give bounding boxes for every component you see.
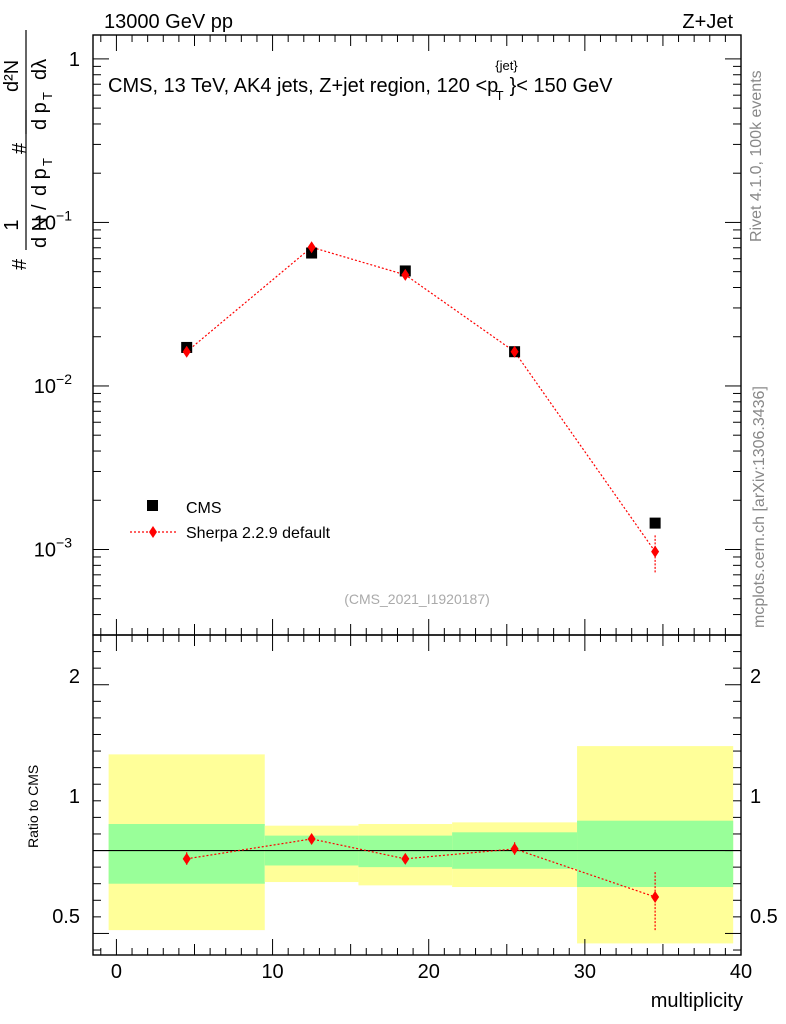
x-tick-label-10: 10 — [261, 961, 283, 983]
ratio-sherpa-point — [651, 890, 660, 903]
ratio-y-tick-label-right-0.5: 0.5 — [750, 906, 778, 928]
ratio-sherpa-point — [182, 852, 191, 865]
main-panel: 1 10−1 10−2 10−3 CMS, 13 TeV, AK4 jets, … — [1, 30, 742, 636]
ratio-sherpa-point — [307, 832, 316, 845]
svg-text:1: 1 — [1, 219, 23, 230]
cms-point — [649, 517, 661, 529]
x-tick-label-40: 40 — [730, 961, 752, 983]
main-y-tick-labels: 1 10−1 10−2 10−3 — [34, 49, 80, 562]
sherpa-point — [182, 345, 191, 358]
ratio-y-axis-label: Ratio to CMS — [25, 765, 41, 848]
mcplots-label: mcplots.cern.ch [arXiv:1306.3436] — [751, 386, 768, 628]
svg-text:T: T — [40, 158, 55, 166]
header-right-label: Z+Jet — [682, 11, 733, 33]
ratio-y-tick-label-2: 2 — [69, 666, 80, 688]
ratio-plot-content — [93, 746, 741, 944]
svg-text:T: T — [40, 92, 55, 100]
main-y-axis-label: # 1 d N / d p T # d²N d p T dλ — [1, 30, 55, 270]
legend-sherpa-marker — [149, 526, 157, 538]
svg-text:d N: d N — [29, 217, 51, 248]
x-axis-label: multiplicity — [651, 990, 743, 1012]
ratio-y-tick-label-right-2: 2 — [750, 666, 761, 688]
x-tick-label-20: 20 — [418, 961, 440, 983]
y-tick-label-1e-2: 10−2 — [34, 371, 72, 398]
svg-text:d p: d p — [29, 168, 51, 196]
header-left-label: 13000 GeV pp — [104, 11, 233, 33]
ratio-sherpa-point — [401, 852, 410, 865]
svg-text:#: # — [9, 258, 31, 270]
legend-cms-marker — [147, 500, 158, 511]
sherpa-point — [307, 241, 316, 254]
svg-text:/: / — [29, 204, 51, 210]
y-tick-label-1e-3: 10−3 — [34, 534, 72, 561]
rivet-version-label: Rivet 4.1.0, 100k events — [748, 70, 765, 242]
svg-text:dλ: dλ — [29, 59, 51, 80]
y-tick-label-1: 1 — [69, 49, 80, 71]
sherpa-point — [651, 545, 660, 558]
legend-sherpa-label: Sherpa 2.2.9 default — [186, 525, 331, 542]
svg-text:#: # — [9, 142, 31, 154]
sherpa-point — [401, 268, 410, 281]
x-tick-labels: 0 10 20 30 40 — [111, 961, 752, 983]
ratio-y-tick-label-1: 1 — [69, 786, 80, 808]
svg-text:d p: d p — [29, 102, 51, 130]
legend: CMS Sherpa 2.2.9 default — [130, 500, 331, 542]
analysis-watermark: (CMS_2021_I1920187) — [344, 591, 490, 607]
x-tick-label-30: 30 — [574, 961, 596, 983]
main-plot-content — [181, 241, 661, 573]
x-tick-label-0: 0 — [111, 961, 122, 983]
ratio-y-tick-label-0.5: 0.5 — [52, 906, 80, 928]
y-tick-label-1e-1: 10−1 — [34, 207, 72, 234]
sherpa-point — [510, 345, 519, 358]
chart-title: CMS, 13 TeV, AK4 jets, Z+jet region, 120… — [108, 58, 613, 103]
main-frame — [92, 34, 742, 636]
ratio-sherpa-point — [510, 842, 519, 855]
ratio-axis-ticks — [93, 635, 742, 955]
svg-text:d²N: d²N — [1, 60, 23, 92]
ratio-sherpa-line — [186, 838, 656, 898]
sherpa-line — [186, 246, 656, 553]
ratio-y-tick-label-right-1: 1 — [750, 786, 761, 808]
legend-cms-label: CMS — [186, 500, 222, 517]
ratio-frame — [92, 634, 742, 956]
main-axis-ticks — [93, 35, 742, 636]
ratio-panel: 2 1 0.5 2 1 0.5 Ratio to CMS 0 10 20 30 … — [25, 634, 778, 1012]
